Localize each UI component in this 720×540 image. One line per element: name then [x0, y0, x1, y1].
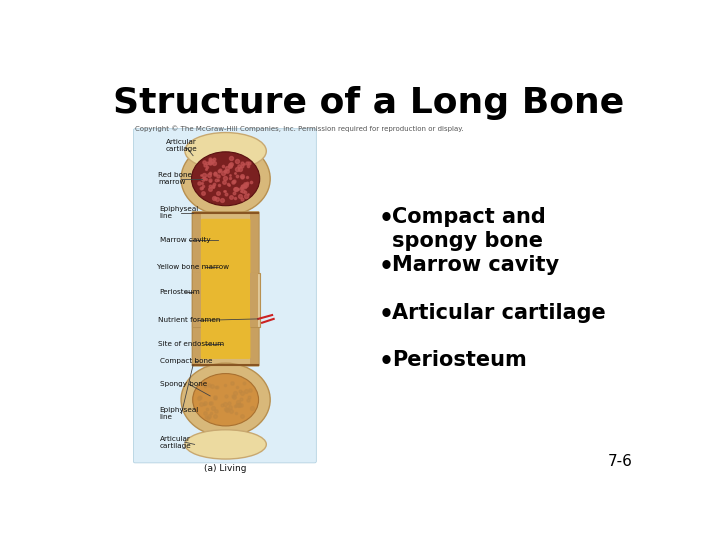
- Text: Periosteum: Periosteum: [392, 350, 527, 370]
- Text: Yellow bone marrow: Yellow bone marrow: [157, 264, 229, 269]
- FancyBboxPatch shape: [201, 219, 251, 359]
- FancyBboxPatch shape: [202, 273, 249, 327]
- FancyBboxPatch shape: [193, 213, 201, 365]
- Text: Epiphyseal
line: Epiphyseal line: [160, 407, 199, 420]
- Text: Articular
cartilage: Articular cartilage: [160, 436, 192, 449]
- Text: •: •: [378, 350, 393, 374]
- Text: Articular cartilage: Articular cartilage: [392, 303, 606, 323]
- Text: Marrow cavity: Marrow cavity: [392, 255, 559, 275]
- Text: Compact bone: Compact bone: [160, 358, 212, 365]
- Text: Marrow cavity: Marrow cavity: [160, 238, 210, 244]
- FancyBboxPatch shape: [192, 273, 260, 327]
- Text: Red bone
marrow: Red bone marrow: [158, 172, 192, 185]
- Ellipse shape: [185, 132, 266, 170]
- Text: Spongy bone: Spongy bone: [160, 381, 207, 387]
- Text: Periosteum: Periosteum: [160, 289, 200, 295]
- Text: Site of endosteum: Site of endosteum: [158, 341, 225, 347]
- Text: Structure of a Long Bone: Structure of a Long Bone: [113, 86, 625, 120]
- FancyBboxPatch shape: [193, 273, 201, 327]
- Ellipse shape: [185, 430, 266, 459]
- FancyBboxPatch shape: [251, 213, 258, 365]
- Ellipse shape: [192, 152, 260, 206]
- Text: Nutrient foramen: Nutrient foramen: [158, 318, 220, 323]
- Text: •: •: [378, 207, 393, 231]
- Text: (a) Living: (a) Living: [204, 464, 247, 472]
- Text: 7-6: 7-6: [608, 454, 632, 469]
- Ellipse shape: [181, 363, 270, 436]
- Text: Epiphyseal
line: Epiphyseal line: [160, 206, 199, 219]
- Ellipse shape: [193, 374, 258, 426]
- Text: Articular
cartilage: Articular cartilage: [166, 139, 198, 152]
- Text: Copyright © The McGraw-Hill Companies, Inc. Permission required for reproduction: Copyright © The McGraw-Hill Companies, I…: [135, 125, 464, 132]
- Ellipse shape: [181, 142, 270, 215]
- Text: •: •: [378, 303, 393, 327]
- Text: Compact and
spongy bone: Compact and spongy bone: [392, 207, 546, 251]
- FancyBboxPatch shape: [192, 212, 259, 366]
- FancyBboxPatch shape: [251, 273, 258, 327]
- FancyBboxPatch shape: [133, 129, 316, 463]
- Text: •: •: [378, 255, 393, 279]
